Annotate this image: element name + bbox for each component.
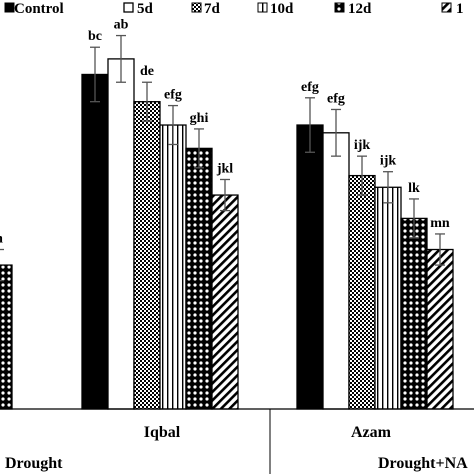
legend-label-5d: 5d bbox=[137, 1, 154, 17]
sig-label-azam-5d: efg bbox=[327, 91, 345, 106]
bar-iqbal-7d bbox=[133, 101, 161, 410]
bar-iqbal-5d bbox=[107, 58, 135, 410]
treatment-label-drought-na: Drought+NA bbox=[378, 455, 468, 472]
bar-azam-sq bbox=[426, 248, 454, 410]
legend-swatch-sq bbox=[441, 2, 452, 13]
sig-label-azam-sq: mn bbox=[430, 216, 450, 231]
legend-swatch-5d bbox=[123, 2, 134, 13]
legend-label-sq: 1 bbox=[456, 1, 464, 17]
legend-swatch-7d bbox=[191, 2, 202, 13]
sig-label-iqbal-5d: ab bbox=[114, 18, 129, 33]
bar-first-12d bbox=[0, 264, 13, 410]
sig-label-azam-7d: ijk bbox=[354, 138, 371, 153]
bar-azam-control bbox=[296, 124, 324, 410]
legend-item-control: Control bbox=[4, 1, 64, 17]
sig-label-azam-10d: ijk bbox=[380, 154, 397, 169]
legend: Control 5d 7d 10d 12d 1 bbox=[4, 1, 464, 17]
treatment-label-drought: Drought bbox=[5, 455, 63, 472]
legend-item-7d: 7d bbox=[191, 1, 221, 17]
sig-label-azam-12d: lk bbox=[408, 181, 420, 196]
bar-azam-10d bbox=[374, 186, 402, 410]
bars-layer: nbcabdeefgghijklefgefgijkijklkmn bbox=[0, 18, 454, 410]
sig-label-first-12d: n bbox=[0, 232, 3, 247]
legend-item-sq: 1 bbox=[441, 1, 464, 17]
legend-label-12d: 12d bbox=[348, 1, 372, 17]
bar-azam-5d bbox=[322, 132, 350, 410]
sig-label-azam-control: efg bbox=[301, 80, 319, 95]
bar-azam-12d bbox=[400, 217, 428, 410]
sig-label-iqbal-10d: efg bbox=[164, 88, 182, 103]
sig-label-iqbal-7d: de bbox=[140, 64, 154, 79]
bar-azam-7d bbox=[348, 174, 376, 410]
group-label-azam: Azam bbox=[351, 424, 392, 441]
legend-swatch-control bbox=[4, 2, 15, 13]
bar-iqbal-10d bbox=[159, 124, 187, 410]
legend-item-12d: 12d bbox=[334, 1, 372, 17]
bar-iqbal-control bbox=[81, 73, 109, 410]
legend-swatch-12d bbox=[334, 2, 345, 13]
legend-label-7d: 7d bbox=[204, 1, 221, 17]
legend-item-10d: 10d bbox=[257, 1, 294, 17]
legend-item-5d: 5d bbox=[123, 1, 154, 17]
sig-label-iqbal-control: bc bbox=[88, 29, 102, 44]
legend-swatch-10d bbox=[257, 2, 268, 13]
bar-iqbal-12d bbox=[185, 147, 213, 410]
sig-label-iqbal-sq: jkl bbox=[216, 161, 233, 176]
legend-label-control: Control bbox=[14, 1, 64, 17]
sig-label-iqbal-12d: ghi bbox=[190, 111, 209, 126]
group-label-iqbal: Iqbal bbox=[144, 424, 181, 441]
bar-iqbal-sq bbox=[211, 194, 239, 410]
legend-label-10d: 10d bbox=[270, 1, 294, 17]
